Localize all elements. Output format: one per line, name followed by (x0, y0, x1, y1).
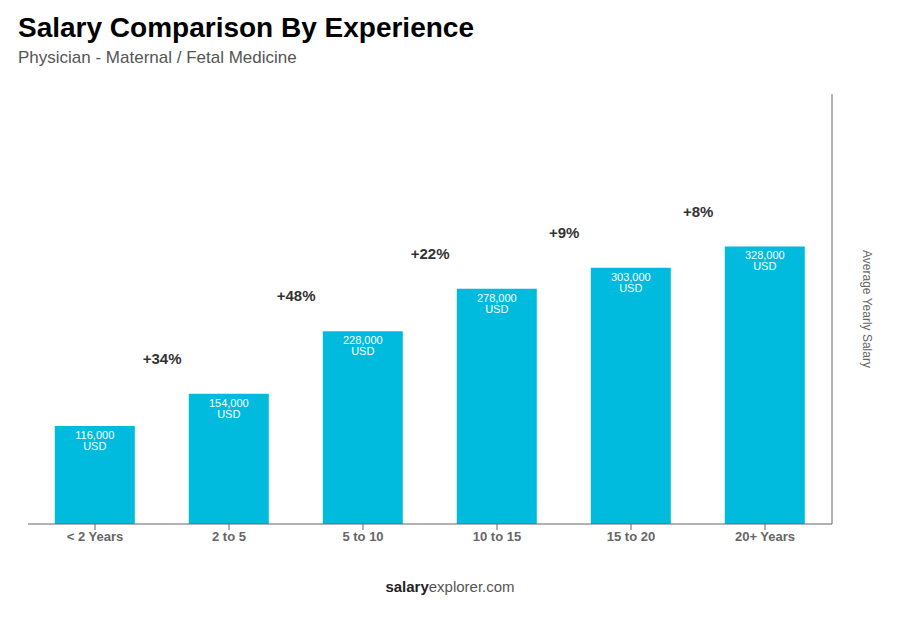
svg-text:303,000USD: 303,000USD (611, 271, 651, 294)
svg-text:15 to 20: 15 to 20 (607, 529, 655, 544)
svg-text:20+ Years: 20+ Years (735, 529, 795, 544)
svg-text:2 to 5: 2 to 5 (212, 529, 246, 544)
html-text:Salary Comparison By Experienc: Salary Comparison By Experience (18, 12, 474, 43)
html-text:Physician - Maternal / Fetal M: Physician - Maternal / Fetal Medicine (18, 48, 297, 67)
svg-text:+9%: +9% (549, 224, 579, 241)
svg-text:10 to 15: 10 to 15 (473, 529, 521, 544)
svg-text:+22%: +22% (411, 245, 450, 262)
svg-text:5 to 10: 5 to 10 (342, 529, 383, 544)
svg-text:+8%: +8% (683, 203, 713, 220)
svg-text:328,000USD: 328,000USD (745, 249, 785, 272)
svg-text:278,000USD: 278,000USD (477, 292, 517, 315)
svg-text:+48%: +48% (277, 287, 316, 304)
svg-text:116,000USD: 116,000USD (75, 429, 114, 452)
svg-text:+34%: +34% (143, 350, 182, 367)
svg-text:228,000USD: 228,000USD (343, 334, 383, 357)
html-text:salary explorer.com: salary explorer.com (385, 578, 515, 595)
svg-text:Average Yearly Salary: Average Yearly Salary (860, 250, 874, 368)
svg-text:154,000USD: 154,000USD (209, 397, 249, 420)
svg-text:< 2 Years: < 2 Years (67, 529, 124, 544)
